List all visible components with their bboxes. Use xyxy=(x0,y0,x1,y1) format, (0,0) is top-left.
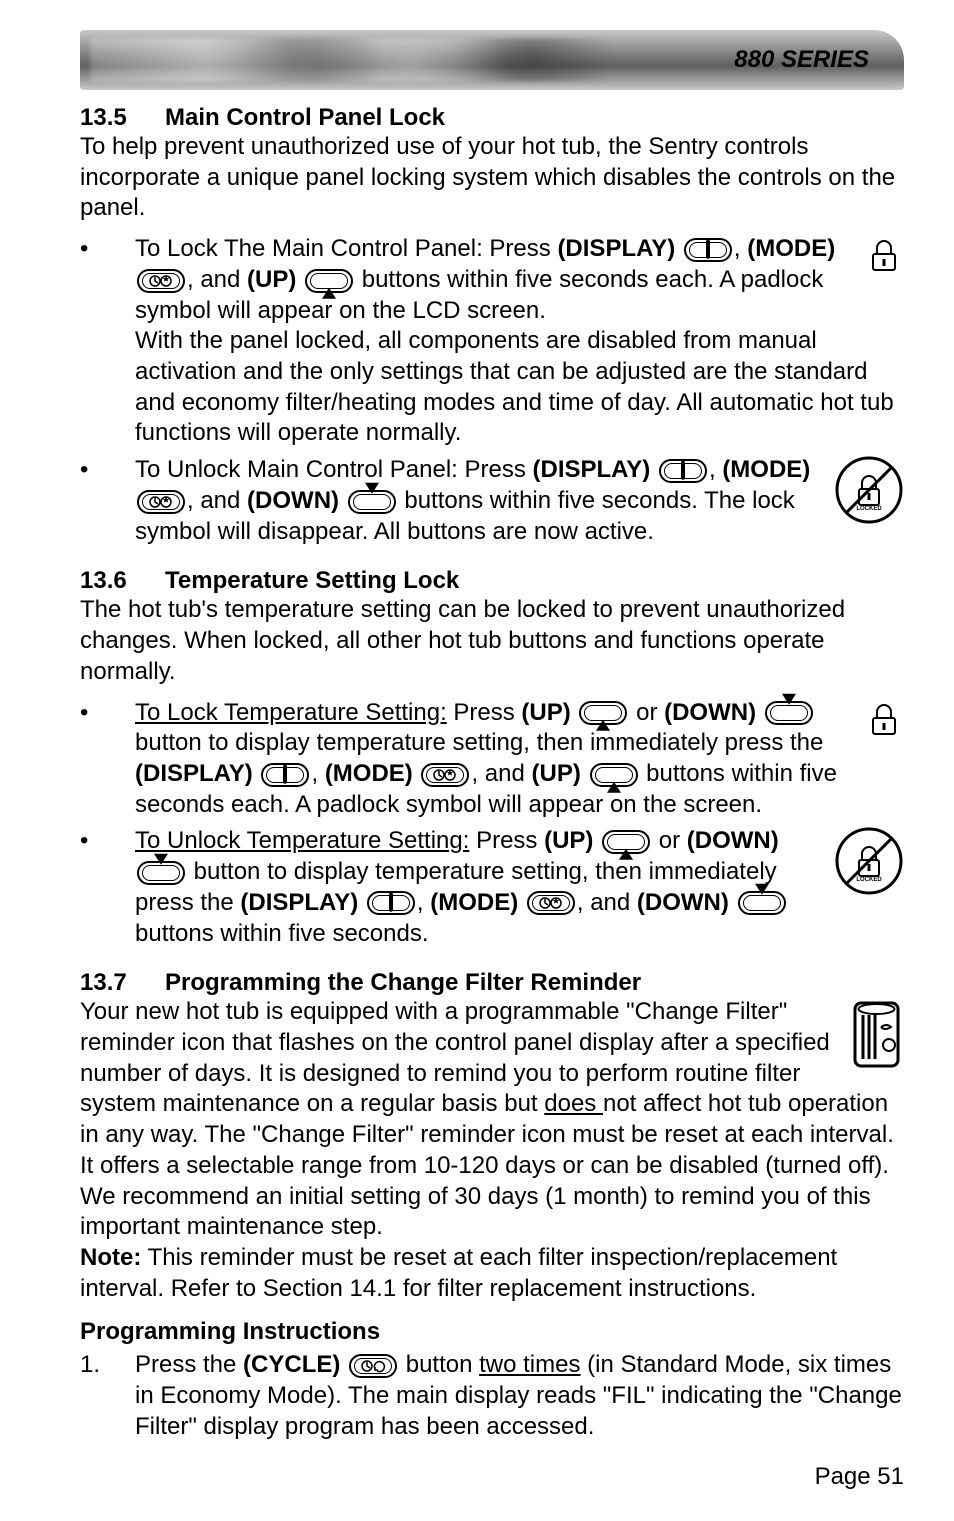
down-button-icon-2 xyxy=(765,701,813,725)
filter-icon xyxy=(849,997,904,1081)
down-label-2: (DOWN) xyxy=(664,699,756,726)
note-text: This reminder must be reset at each filt… xyxy=(80,1244,837,1302)
section-136-num: 13.6 xyxy=(80,567,165,595)
mode-label: (MODE) xyxy=(747,235,835,262)
up-label-4: (UP) xyxy=(544,827,593,854)
down-label-3: (DOWN) xyxy=(687,827,779,854)
comma3: , xyxy=(311,760,324,787)
s136-b2-t1: Press xyxy=(469,827,544,854)
svg-text:LOCKED: LOCKED xyxy=(856,506,882,512)
down-button-icon xyxy=(348,490,396,514)
mode-label-4: (MODE) xyxy=(430,889,518,916)
mode-button-icon-3 xyxy=(421,763,469,787)
mode-button-icon-4 xyxy=(527,891,575,915)
mode-button-icon xyxy=(137,269,185,293)
s135-b1-t4: With the panel locked, all components ar… xyxy=(135,327,894,446)
section-135-heading: Main Control Panel Lock xyxy=(165,104,445,131)
down-label: (DOWN) xyxy=(247,487,339,514)
up-label-3: (UP) xyxy=(532,760,581,787)
padlock-unlocked-icon-2: LOCKED xyxy=(834,826,904,905)
s135-bullet-2: LOCKED To Unlock Main Control Panel: Pre… xyxy=(80,455,904,547)
up-button-icon-4 xyxy=(602,830,650,854)
s136-b1-u: To Lock Temperature Setting: xyxy=(135,699,447,726)
up-button-icon-2 xyxy=(579,701,627,725)
s136-b1-t2: or xyxy=(629,699,664,726)
page-header: 880 SERIES xyxy=(80,30,904,90)
s135-bullet-1: To Lock The Main Control Panel: Press (D… xyxy=(80,234,904,449)
section-136-heading: Temperature Setting Lock xyxy=(165,567,459,594)
programming-head: Programming Instructions xyxy=(80,1318,904,1346)
page-number: Page 51 xyxy=(80,1463,904,1491)
s136-b1-t4: , and xyxy=(471,760,531,787)
prog-step-1b: button xyxy=(399,1351,479,1378)
up-button-icon-3 xyxy=(590,763,638,787)
s136-b2-t2: or xyxy=(652,827,687,854)
section-137-title: 13.7Programming the Change Filter Remind… xyxy=(80,969,904,997)
section-137-heading: Programming the Change Filter Reminder xyxy=(165,969,641,996)
s136-b2-u: To Unlock Temperature Setting: xyxy=(135,827,469,854)
comma2: , xyxy=(709,456,722,483)
s135-b2-t2: , and xyxy=(187,487,247,514)
up-button-icon xyxy=(305,269,353,293)
s136-b1-t3: button to display temperature setting, t… xyxy=(135,729,823,756)
comma4: , xyxy=(417,889,430,916)
display-label: (DISPLAY) xyxy=(557,235,675,262)
prog-step-1-num: 1. xyxy=(80,1350,100,1381)
s135-b1-t1: To Lock The Main Control Panel: Press xyxy=(135,235,557,262)
cycle-label: (CYCLE) xyxy=(243,1351,340,1378)
s136-b1-t1: Press xyxy=(447,699,522,726)
section-135-intro: To help prevent unauthorized use of your… xyxy=(80,132,904,224)
display-button-icon-2 xyxy=(659,459,707,483)
comma1: , xyxy=(734,235,747,262)
prog-step-1u: two times xyxy=(479,1351,580,1378)
padlock-unlocked-icon: LOCKED xyxy=(834,455,904,534)
up-label: (UP) xyxy=(247,266,296,293)
section-137-body: Your new hot tub is equipped with a prog… xyxy=(80,997,904,1304)
prog-step-1a: Press the xyxy=(135,1351,243,1378)
display-button-icon-4 xyxy=(367,891,415,915)
down-button-icon-3 xyxy=(137,861,185,885)
s135-b2-t1: To Unlock Main Control Panel: Press xyxy=(135,456,533,483)
up-label-2: (UP) xyxy=(521,699,570,726)
mode-label-3: (MODE) xyxy=(325,760,413,787)
mode-button-icon-2 xyxy=(137,490,185,514)
section-137-num: 13.7 xyxy=(80,969,165,997)
mode-label-2: (MODE) xyxy=(722,456,810,483)
padlock-icon-2 xyxy=(864,698,904,747)
s135-b1-t2: , and xyxy=(187,266,247,293)
prog-step-1: 1. Press the (CYCLE) button two times (i… xyxy=(80,1350,904,1442)
s136-b2-t4: , and xyxy=(577,889,637,916)
display-label-4: (DISPLAY) xyxy=(240,889,358,916)
display-button-icon-3 xyxy=(261,763,309,787)
display-label-3: (DISPLAY) xyxy=(135,760,253,787)
padlock-icon xyxy=(864,234,904,283)
note-label: Note: xyxy=(80,1244,141,1271)
section-136-title: 13.6Temperature Setting Lock xyxy=(80,567,904,595)
series-title: 880 SERIES xyxy=(734,46,869,74)
section-136-intro: The hot tub's temperature setting can be… xyxy=(80,595,904,687)
s136-b2-t5: buttons within five seconds. xyxy=(135,920,429,947)
svg-text:LOCKED: LOCKED xyxy=(856,877,882,883)
cycle-button-icon xyxy=(349,1354,397,1378)
display-label-2: (DISPLAY) xyxy=(533,456,651,483)
section-135-title: 13.5Main Control Panel Lock xyxy=(80,104,904,132)
s136-bullet-1: To Lock Temperature Setting: Press (UP) … xyxy=(80,698,904,821)
down-label-4: (DOWN) xyxy=(637,889,729,916)
s136-bullet-2: LOCKED To Unlock Temperature Setting: Pr… xyxy=(80,826,904,949)
section-135-num: 13.5 xyxy=(80,104,165,132)
display-button-icon xyxy=(684,238,732,262)
s137-p1u: does xyxy=(544,1090,603,1117)
down-button-icon-4 xyxy=(738,891,786,915)
